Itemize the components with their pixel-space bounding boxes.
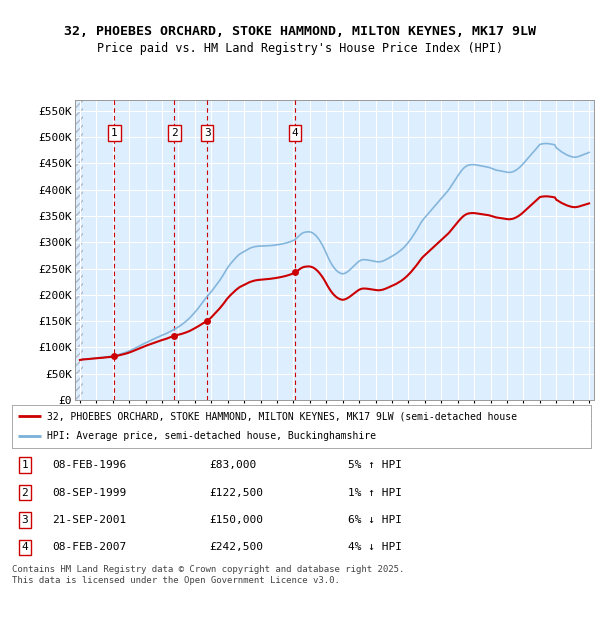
Text: 3: 3 [204,128,211,138]
Text: 1: 1 [22,460,28,470]
Text: 2: 2 [171,128,178,138]
Bar [75,100,83,400]
Text: £242,500: £242,500 [209,542,263,552]
Text: 21-SEP-2001: 21-SEP-2001 [53,515,127,525]
Text: 08-SEP-1999: 08-SEP-1999 [53,487,127,497]
Text: HPI: Average price, semi-detached house, Buckinghamshire: HPI: Average price, semi-detached house,… [47,431,376,441]
Text: 3: 3 [22,515,28,525]
Text: 2: 2 [22,487,28,497]
Text: 6% ↓ HPI: 6% ↓ HPI [348,515,402,525]
Text: £150,000: £150,000 [209,515,263,525]
Text: Contains HM Land Registry data © Crown copyright and database right 2025.
This d: Contains HM Land Registry data © Crown c… [12,565,404,585]
Text: 5% ↑ HPI: 5% ↑ HPI [348,460,402,470]
Text: £83,000: £83,000 [209,460,256,470]
Text: 08-FEB-1996: 08-FEB-1996 [53,460,127,470]
Text: 4: 4 [22,542,28,552]
Text: £122,500: £122,500 [209,487,263,497]
Text: 4% ↓ HPI: 4% ↓ HPI [348,542,402,552]
Text: 1% ↑ HPI: 1% ↑ HPI [348,487,402,497]
Text: Price paid vs. HM Land Registry's House Price Index (HPI): Price paid vs. HM Land Registry's House … [97,42,503,55]
Text: 32, PHOEBES ORCHARD, STOKE HAMMOND, MILTON KEYNES, MK17 9LW (semi-detached house: 32, PHOEBES ORCHARD, STOKE HAMMOND, MILT… [47,412,517,422]
Text: 4: 4 [292,128,298,138]
Text: 32, PHOEBES ORCHARD, STOKE HAMMOND, MILTON KEYNES, MK17 9LW: 32, PHOEBES ORCHARD, STOKE HAMMOND, MILT… [64,25,536,38]
Text: 08-FEB-2007: 08-FEB-2007 [53,542,127,552]
Text: 1: 1 [111,128,118,138]
